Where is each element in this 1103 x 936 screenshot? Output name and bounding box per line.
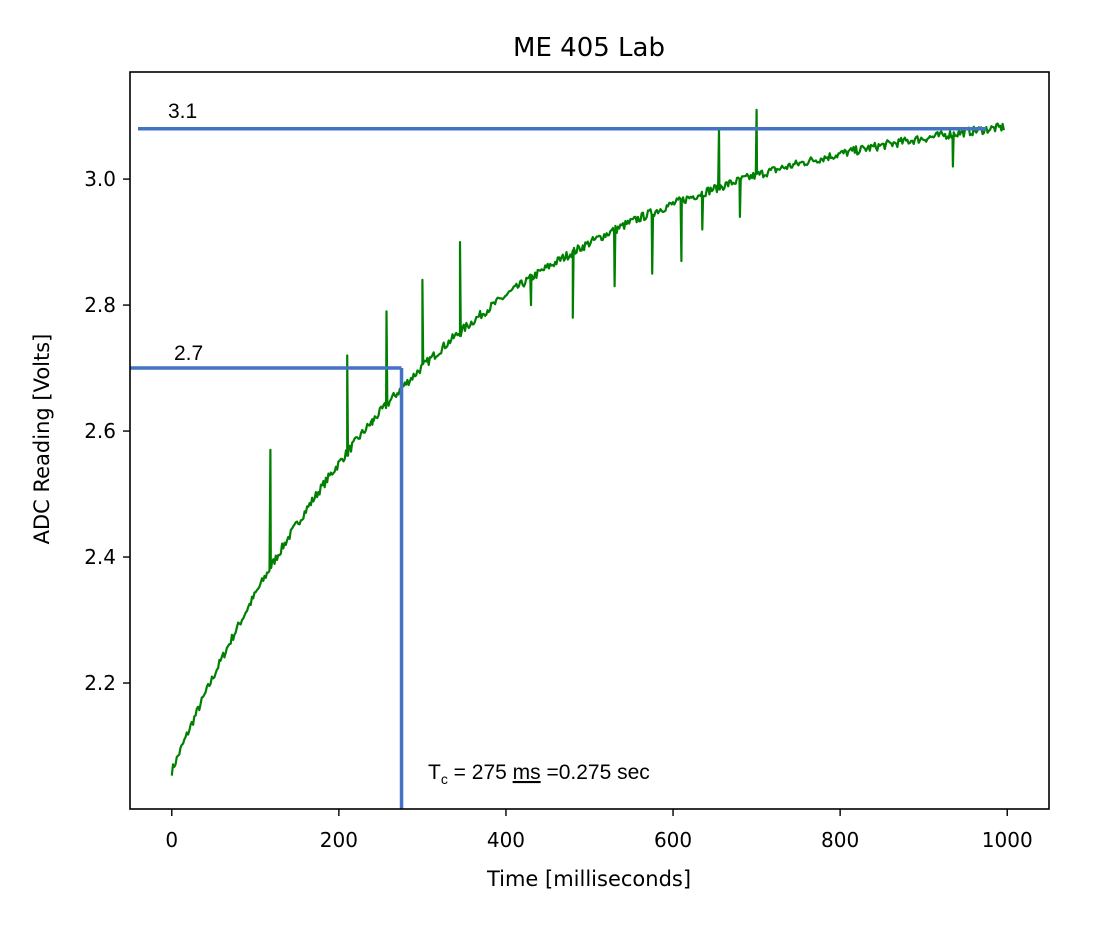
x-axis-label: Time [milliseconds] xyxy=(486,867,691,891)
series-line xyxy=(170,108,1005,776)
y-tick-label-2.4: 2.4 xyxy=(84,545,116,569)
chart-title: ME 405 Lab xyxy=(513,33,665,63)
y-axis-label: ADC Reading [Volts] xyxy=(30,334,54,545)
plot-frame xyxy=(129,71,1050,810)
x-tick-label-1000: 1000 xyxy=(982,828,1033,852)
x-tick-label-800: 800 xyxy=(821,828,859,852)
x-tick-label-200: 200 xyxy=(320,828,358,852)
plot-area: 3.1 2.7 Tc = 275 ms =0.275 sec 0 200 400 600 80… xyxy=(84,71,1050,852)
y-tick-label-2.6: 2.6 xyxy=(84,419,116,443)
y-tick-label-2.8: 2.8 xyxy=(84,293,116,317)
x-tick-label-0: 0 xyxy=(165,828,178,852)
x-tick-label-400: 400 xyxy=(487,828,525,852)
label-2-7: 2.7 xyxy=(174,342,203,365)
y-tick-label-2.2: 2.2 xyxy=(84,671,116,695)
time-constant-label: Tc = 275 ms =0.275 sec xyxy=(428,761,650,787)
x-tick-label-600: 600 xyxy=(654,828,692,852)
label-3-1: 3.1 xyxy=(168,100,197,123)
y-tick-label-3: 3.0 xyxy=(84,167,116,191)
